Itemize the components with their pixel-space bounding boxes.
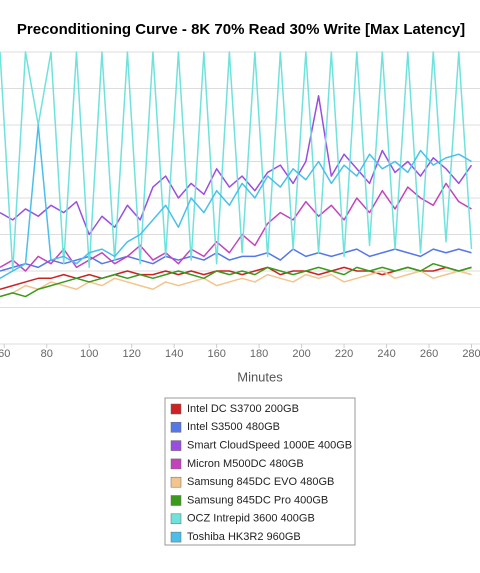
series-line [0,248,472,272]
x-tick-label: 120 [123,348,141,360]
series-line [0,262,472,298]
x-tick-label: 220 [335,348,353,360]
legend-label: Toshiba HK3R2 960GB [187,531,301,543]
x-tick-label: 180 [250,348,268,360]
legend-swatch [170,422,182,433]
chart-title: Preconditioning Curve - 8K 70% Read 30% … [17,21,465,38]
legend-swatch [170,476,182,488]
series-line [0,270,472,298]
legend-label: Micron M500DC 480GB [187,458,304,470]
series-line [0,95,473,236]
plot-area [0,51,473,298]
x-tick-label: 140 [165,348,183,360]
series-line [0,51,473,272]
x-tick-label: 260 [420,348,438,360]
legend-box [164,397,356,546]
legend-label: Samsung 845DC EVO 480GB [187,476,334,488]
legend-label: Intel DC S3700 200GB [187,403,299,415]
legend-swatch [170,440,182,451]
x-tick-label: 240 [377,348,395,360]
x-tick-label: 60 [0,348,10,360]
series-line [0,124,472,279]
x-tick-label: 100 [80,348,98,360]
legend-swatch [170,458,182,470]
legend-swatch [170,513,182,525]
x-axis-label: Minutes [237,369,283,384]
legend-swatch [170,495,182,506]
legend-swatch [170,531,182,543]
grid: 0123456786080100120140160180200220240260… [0,51,480,360]
legend: Intel DC S3700 200GB Intel S3500 480GB Sma… [170,403,352,543]
legend-label: Samsung 845DC Pro 400GB [187,494,328,506]
x-tick-label: 200 [292,348,310,360]
legend-label: OCZ Intrepid 3600 400GB [187,513,315,525]
legend-label: Intel S3500 480GB [187,421,280,433]
x-tick-label: 160 [207,348,225,360]
legend-label: Smart CloudSpeed 1000E 400GB [187,440,352,452]
x-tick-label: 280 [462,348,480,360]
legend-swatch [170,403,182,415]
x-tick-label: 80 [41,348,53,360]
